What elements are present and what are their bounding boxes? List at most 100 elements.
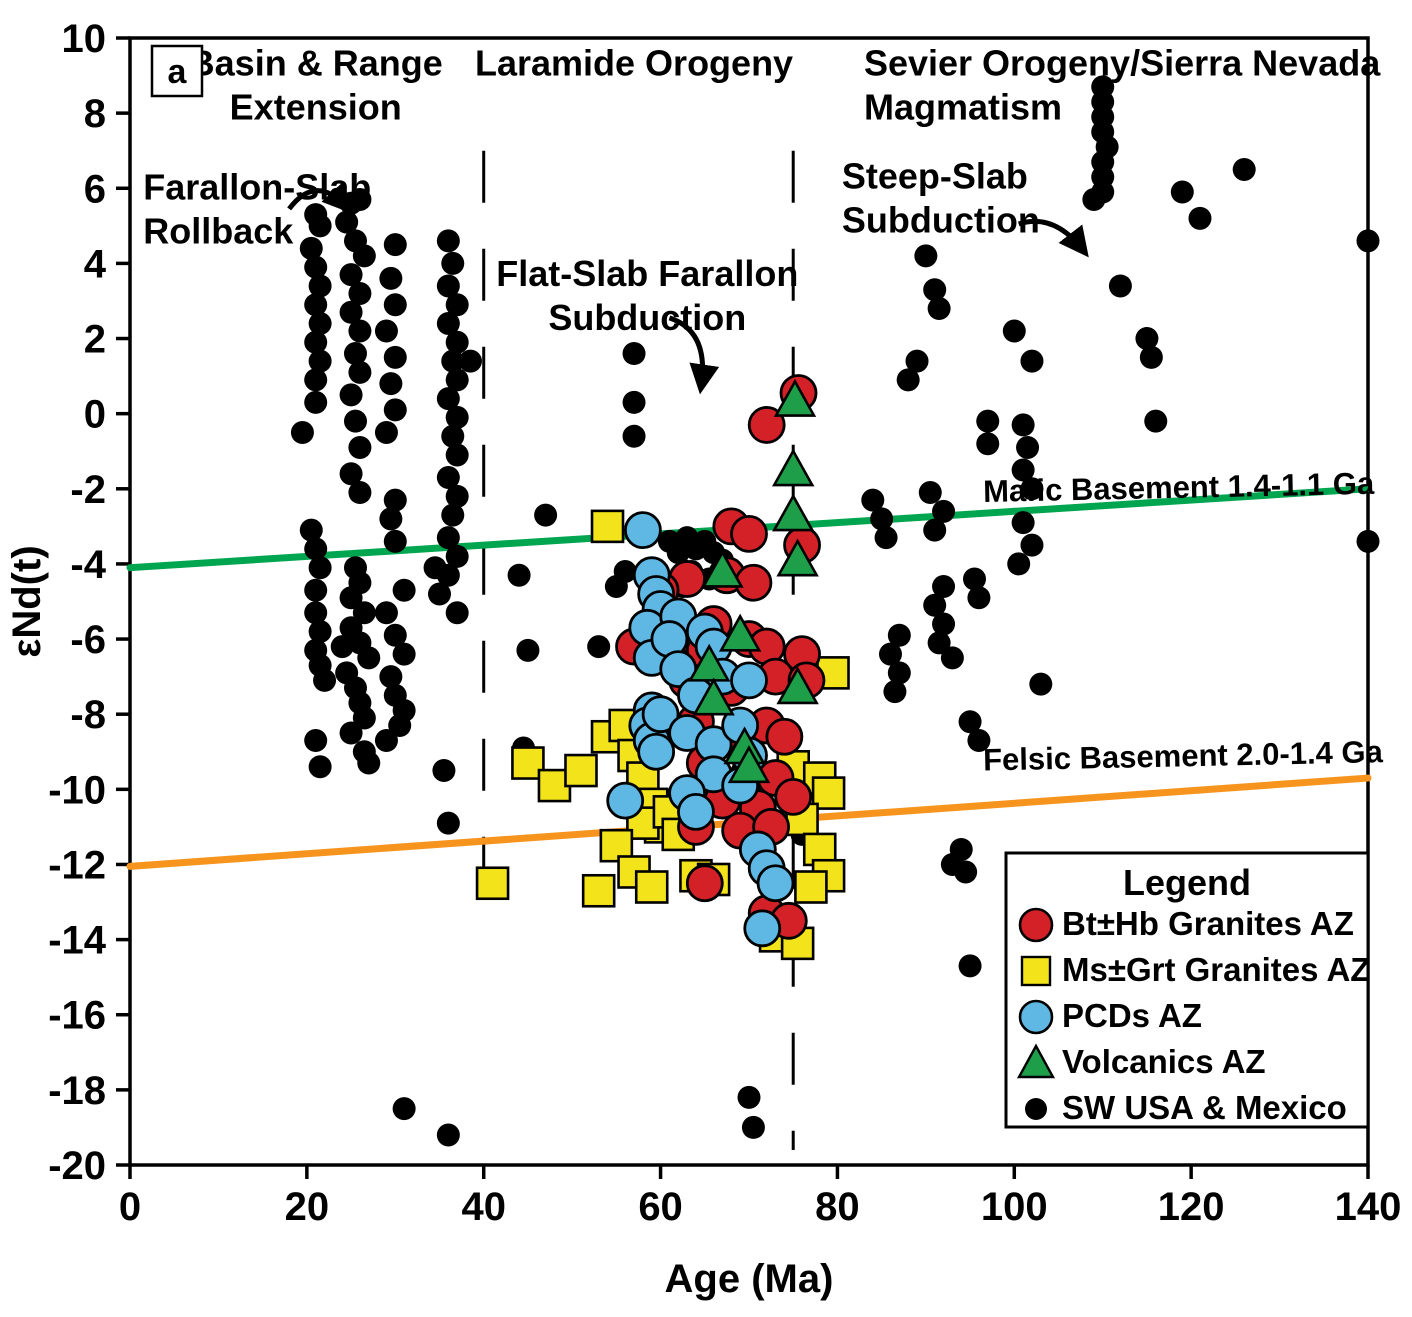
data-point xyxy=(1020,533,1044,557)
legend-entry-pcds-az: PCDs AZ xyxy=(1018,997,1202,1035)
data-point xyxy=(339,263,363,287)
data-point xyxy=(1170,180,1194,204)
data-point xyxy=(1135,327,1159,351)
data-point xyxy=(445,368,469,392)
data-point xyxy=(379,372,403,396)
mafic-basement-label: Mafic Basement 1.4-1.1 Ga xyxy=(983,466,1376,509)
data-point xyxy=(685,864,724,903)
data-point xyxy=(352,601,376,625)
data-point xyxy=(388,713,412,737)
y-tick-label: 6 xyxy=(84,167,106,211)
data-point xyxy=(339,721,363,745)
data-point xyxy=(743,909,782,948)
data-point xyxy=(392,1097,416,1121)
data-point xyxy=(1016,435,1040,459)
legend-marker-dot-icon xyxy=(1025,1098,1047,1120)
data-point xyxy=(730,514,768,553)
panel-label-box xyxy=(150,44,204,98)
data-point xyxy=(923,518,947,542)
data-point xyxy=(794,870,828,904)
data-point xyxy=(896,368,920,392)
data-point xyxy=(1356,229,1380,253)
x-tick-label: 120 xyxy=(1158,1185,1225,1229)
data-point xyxy=(962,567,986,591)
data-point xyxy=(887,623,911,647)
data-point xyxy=(958,710,982,734)
data-point xyxy=(776,538,819,577)
data-point xyxy=(1002,319,1026,343)
data-point xyxy=(954,860,978,884)
x-tick-label: 0 xyxy=(119,1185,141,1229)
data-point xyxy=(918,481,942,505)
y-tick-label: 8 xyxy=(84,92,106,136)
data-point xyxy=(343,342,367,366)
y-tick-label: 0 xyxy=(84,393,106,437)
data-point xyxy=(436,526,460,550)
data-point xyxy=(441,424,465,448)
legend-entry-label: Ms±Grt Granites AZ xyxy=(1062,951,1370,988)
data-point xyxy=(313,668,337,692)
data-point xyxy=(445,405,469,429)
data-point xyxy=(677,792,715,831)
data-point xyxy=(458,349,482,373)
data-point xyxy=(1082,188,1106,212)
data-point xyxy=(428,582,451,606)
data-point xyxy=(516,638,540,662)
farallon-rollback-label-line: Rollback xyxy=(143,211,294,252)
data-point xyxy=(623,511,662,550)
y-tick-label: -8 xyxy=(70,693,106,737)
data-point xyxy=(290,420,314,444)
data-point xyxy=(905,349,929,373)
data-point xyxy=(299,518,323,542)
x-tick-label: 40 xyxy=(461,1185,506,1229)
y-tick-label: -6 xyxy=(70,618,106,662)
data-point xyxy=(564,753,598,788)
data-point xyxy=(1007,552,1031,576)
basin-range-label-line: Extension xyxy=(230,87,402,128)
steep-slab-label-line: Steep-Slab xyxy=(842,155,1028,196)
data-point xyxy=(741,1115,765,1139)
data-point xyxy=(773,378,817,417)
data-point xyxy=(1011,413,1035,437)
data-point xyxy=(357,751,381,775)
data-point xyxy=(1188,206,1212,230)
legend-marker-square-icon xyxy=(1020,955,1052,987)
data-point xyxy=(958,954,982,978)
data-point xyxy=(634,870,669,904)
data-point xyxy=(730,661,768,700)
legend-entry-ms-grt-granites-az: Ms±Grt Granites AZ xyxy=(1020,951,1370,988)
data-point xyxy=(432,759,456,783)
data-point xyxy=(861,488,885,512)
x-tick-label: 80 xyxy=(815,1185,860,1229)
data-point xyxy=(976,409,1000,433)
data-point xyxy=(348,281,372,305)
data-point xyxy=(441,503,465,527)
y-tick-label: -14 xyxy=(48,919,107,963)
data-point xyxy=(436,229,460,253)
data-point xyxy=(445,293,469,317)
data-point xyxy=(348,188,372,212)
data-point xyxy=(737,1085,761,1109)
data-point xyxy=(348,319,372,343)
data-point xyxy=(967,728,991,752)
data-point xyxy=(727,745,771,784)
data-point xyxy=(335,210,359,234)
data-point xyxy=(1232,157,1256,181)
y-tick-label: 10 xyxy=(62,17,107,61)
data-point xyxy=(967,586,991,610)
data-point xyxy=(383,233,407,257)
data-point xyxy=(308,620,332,644)
data-point xyxy=(436,811,460,835)
data-point xyxy=(304,537,328,561)
legend-marker-triangle-icon xyxy=(1016,1043,1056,1079)
data-point xyxy=(887,661,911,685)
panel-label-text: a xyxy=(168,53,188,91)
data-point xyxy=(379,665,403,689)
data-point xyxy=(445,443,469,467)
data-point xyxy=(441,251,465,275)
y-tick-label: -12 xyxy=(48,843,106,887)
data-point xyxy=(308,214,332,238)
data-point xyxy=(308,755,332,779)
